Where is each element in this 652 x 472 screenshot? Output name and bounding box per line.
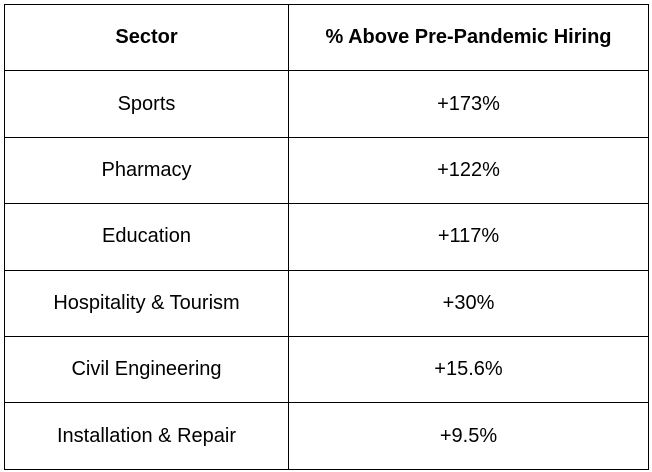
sector-cell: Pharmacy (4, 136, 289, 205)
column-header-percent: % Above Pre-Pandemic Hiring (288, 3, 649, 72)
percent-cell: +15.6% (288, 335, 649, 404)
percent-cell: +30% (288, 269, 649, 337)
percent-cell: +173% (288, 70, 649, 138)
percent-cell: +117% (288, 203, 649, 271)
table-row: Pharmacy +122% (4, 136, 649, 205)
table-row: Hospitality & Tourism +30% (4, 269, 649, 337)
percent-cell: +9.5% (288, 402, 649, 470)
percent-cell: +122% (288, 136, 649, 205)
table-row: Installation & Repair +9.5% (4, 402, 649, 470)
table-row: Education +117% (4, 203, 649, 271)
sector-cell: Installation & Repair (4, 402, 289, 470)
table-row: Sports +173% (4, 70, 649, 138)
sector-cell: Education (4, 203, 289, 271)
column-header-sector: Sector (4, 3, 289, 72)
sector-cell: Hospitality & Tourism (4, 269, 289, 337)
sector-hiring-table: Sector % Above Pre-Pandemic Hiring Sport… (4, 3, 649, 470)
sector-cell: Sports (4, 70, 289, 138)
table-header-row: Sector % Above Pre-Pandemic Hiring (4, 3, 649, 72)
sector-cell: Civil Engineering (4, 335, 289, 404)
table-row: Civil Engineering +15.6% (4, 335, 649, 404)
